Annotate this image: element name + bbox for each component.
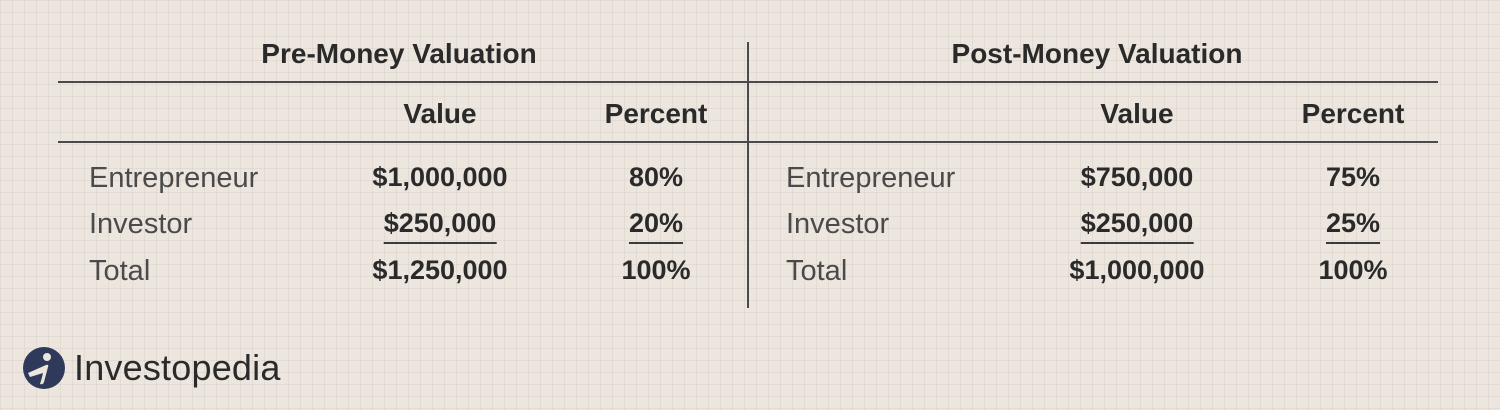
post-percent-entrepreneur: 75% xyxy=(1325,162,1381,192)
pre-row-label-investor: Investor xyxy=(89,208,193,240)
pre-percent-investor: 20% xyxy=(628,208,684,244)
post-row-label-total: Total xyxy=(786,255,848,287)
post-value-investor: $250,000 xyxy=(1080,208,1194,244)
post-percent-header: Percent xyxy=(1301,98,1405,129)
post-value-header: Value xyxy=(1100,98,1174,129)
post-row-label-entrepreneur: Entrepreneur xyxy=(786,162,956,194)
post-money-title: Post-Money Valuation xyxy=(951,38,1243,69)
post-row-label-investor: Investor xyxy=(786,208,890,240)
pre-value-total: $1,250,000 xyxy=(372,255,508,285)
pre-percent-header: Percent xyxy=(604,98,708,129)
pre-money-title: Pre-Money Valuation xyxy=(261,38,537,69)
post-value-total: $1,000,000 xyxy=(1069,255,1205,285)
pre-value-header: Value xyxy=(403,98,477,129)
pre-percent-entrepreneur: 80% xyxy=(628,162,684,192)
pre-row-label-total: Total xyxy=(89,255,151,287)
pre-row-label-entrepreneur: Entrepreneur xyxy=(89,162,259,194)
pre-value-investor: $250,000 xyxy=(383,208,497,244)
table-divider xyxy=(747,42,749,308)
post-percent-total: 100% xyxy=(1318,255,1388,285)
post-value-entrepreneur: $750,000 xyxy=(1080,162,1194,192)
logo-text: Investopedia xyxy=(74,347,281,388)
investopedia-logo-icon xyxy=(23,347,65,389)
pre-percent-total: 100% xyxy=(621,255,691,285)
investopedia-logo[interactable]: Investopedia xyxy=(22,346,281,390)
pre-value-entrepreneur: $1,000,000 xyxy=(372,162,508,192)
post-percent-investor: 25% xyxy=(1325,208,1381,244)
